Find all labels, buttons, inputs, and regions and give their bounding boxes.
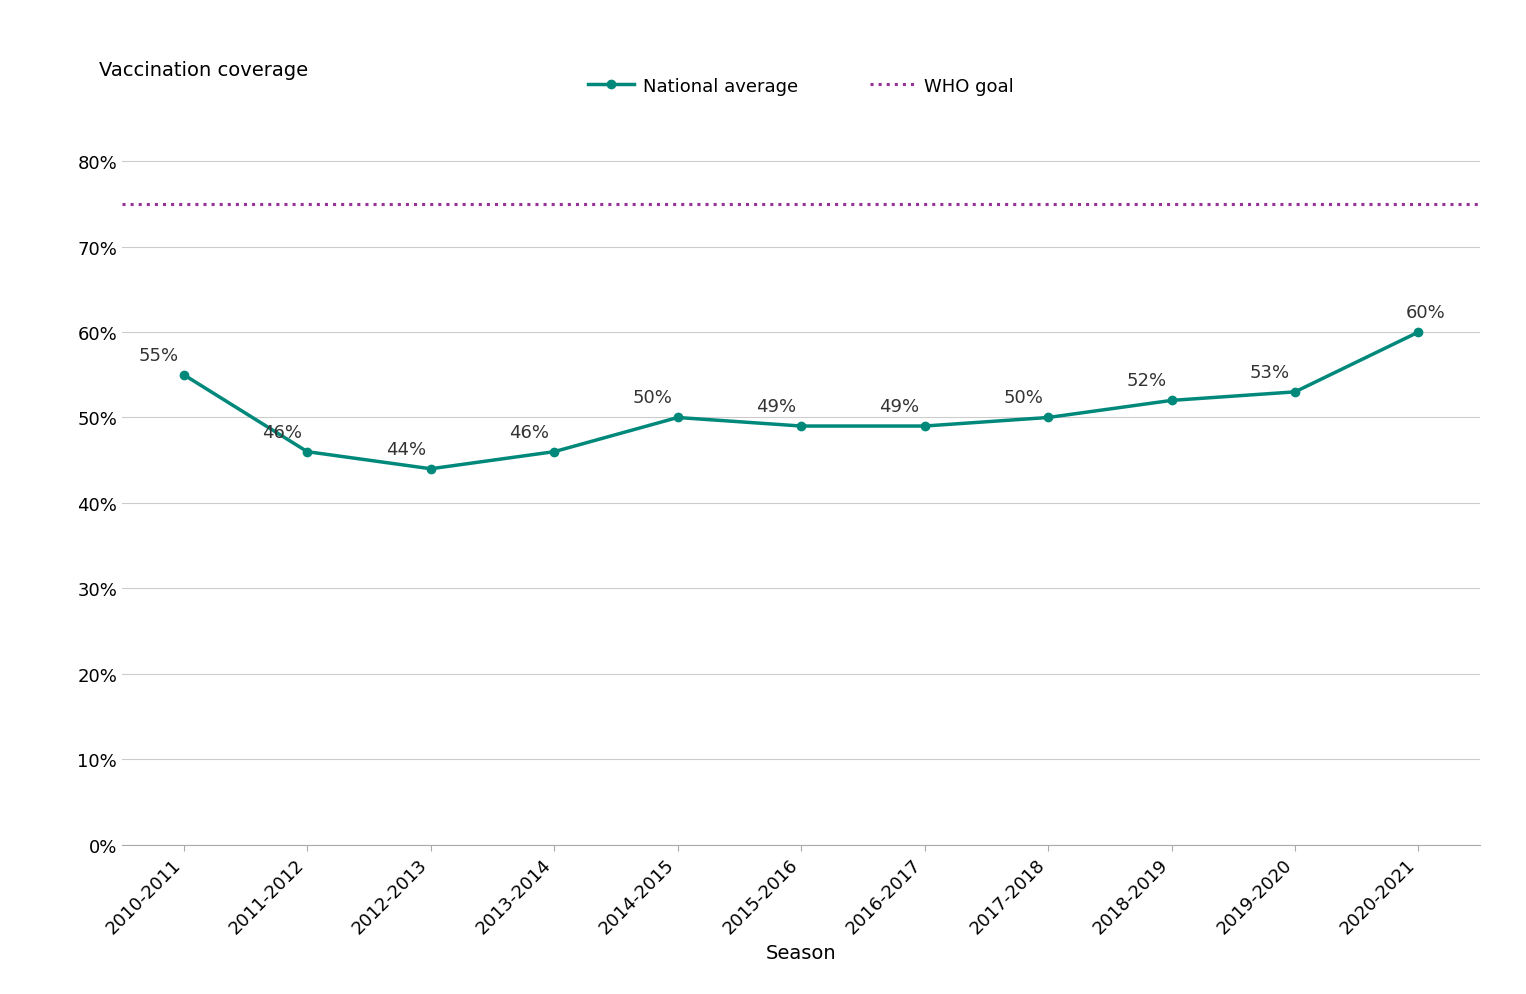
National average [421,463,439,475]
Text: 53%: 53% [1250,364,1289,382]
Text: 46%: 46% [262,423,302,441]
National average [1163,395,1181,407]
WHO goal [174,199,192,211]
WHO goal [298,199,316,211]
National average [298,446,316,458]
National average [668,413,687,424]
Text: 49%: 49% [755,398,797,415]
National average [174,370,192,382]
Text: Vaccination coverage: Vaccination coverage [99,61,308,80]
Text: 50%: 50% [1003,389,1044,407]
Text: 49%: 49% [879,398,920,415]
National average [1286,387,1305,399]
Text: 55%: 55% [139,346,179,364]
National average [1410,327,1428,339]
Text: 44%: 44% [386,440,426,458]
Legend: National average, WHO goal: National average, WHO goal [581,71,1021,102]
National average [916,420,934,432]
Text: 46%: 46% [510,423,549,441]
National average [1039,413,1058,424]
Text: 52%: 52% [1126,372,1166,390]
National average [792,420,810,432]
National average [545,446,563,458]
Text: 60%: 60% [1405,303,1445,322]
X-axis label: Season: Season [766,942,836,961]
Line: National average: National average [180,329,1422,473]
Text: 50%: 50% [633,389,673,407]
